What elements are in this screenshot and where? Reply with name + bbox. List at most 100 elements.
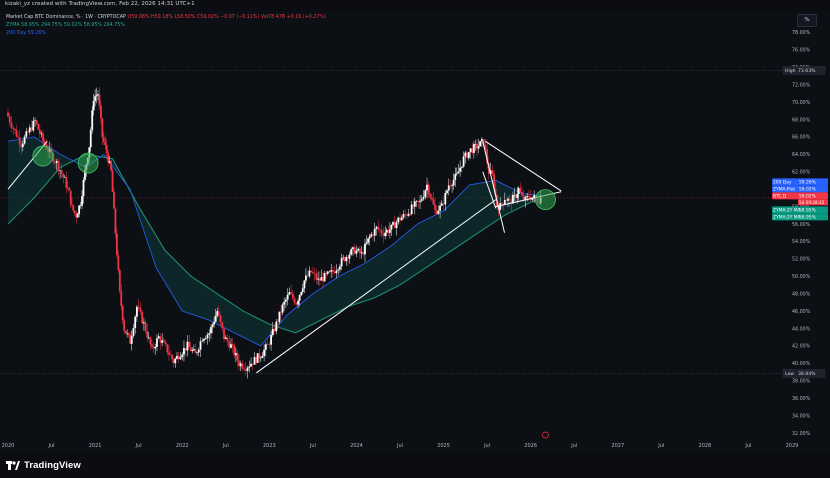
x-tick-label: Jul: [222, 443, 229, 449]
legend-200day[interactable]: 200 Day 59.26%: [6, 31, 46, 36]
candle-body: [141, 311, 144, 324]
price-label-name: ZYMA:2Y MA: [773, 207, 801, 213]
candle-body: [522, 195, 525, 201]
candle-body: [115, 233, 118, 256]
candle-body: [519, 188, 522, 193]
percent-scale-button[interactable]: %: [797, 14, 817, 27]
candle-body: [472, 144, 475, 153]
candle-body: [333, 272, 336, 274]
chart-svg[interactable]: 32.00% 34.00% 36.00% 38.00% 40.00% 42.00% 44.0…: [0, 11, 830, 452]
y-tick-label: 34.00%: [792, 413, 811, 419]
candle-body: [322, 277, 324, 282]
candle-body: [382, 233, 385, 237]
candle-body: [373, 228, 376, 236]
candle-body: [137, 306, 140, 308]
candle-body: [364, 243, 366, 255]
candle-body: [330, 270, 333, 272]
candle-body: [97, 94, 99, 96]
candle-body: [147, 337, 150, 338]
y-tick-label: 40.00%: [792, 361, 811, 367]
candle-body: [79, 205, 82, 207]
candle-body: [208, 333, 211, 335]
candle-body: [501, 203, 503, 204]
legend-symbol[interactable]: Market Cap BTC Dominance, % · 1W · CRYPT…: [6, 15, 126, 20]
candle-body: [121, 305, 124, 321]
candle-body: [306, 275, 309, 277]
price-label-tag: [772, 192, 828, 200]
legend-ohlc: O59.08% H59.18% L58.50% C59.02% −0.07 (−…: [127, 15, 326, 20]
candle-body: [415, 200, 418, 202]
candle-body: [325, 273, 328, 274]
candle-body: [118, 269, 121, 291]
x-tick-label: 2022: [176, 443, 189, 449]
candle-body: [52, 153, 55, 162]
candle-body: [259, 357, 262, 359]
candle-body: [54, 161, 56, 163]
candle-body: [179, 357, 182, 360]
candle-body: [422, 196, 425, 200]
candle-body: [435, 209, 438, 214]
candle-body: [113, 191, 115, 209]
candle-body: [100, 105, 102, 119]
candle-body: [206, 334, 209, 339]
candle-body: [291, 293, 294, 299]
candle-body: [434, 204, 436, 210]
candle-body: [300, 292, 303, 296]
candle-body: [412, 204, 415, 207]
legend-zyma[interactable]: ZYMA 58.95% 294.75% 59.02% 58.95% 294.75…: [6, 23, 125, 28]
candle-body: [303, 280, 306, 289]
candle-body: [429, 194, 432, 198]
candle-body: [144, 322, 147, 332]
candle-body: [388, 229, 391, 233]
candle-body: [176, 355, 178, 359]
candle-body: [266, 344, 269, 345]
candle-body: [440, 203, 443, 206]
candle-body: [37, 123, 40, 130]
price-label-tag: [772, 213, 828, 221]
candle-body: [455, 173, 458, 175]
y-tick-label: 78.00%: [792, 30, 811, 36]
candle-body: [171, 355, 174, 360]
candle-body: [343, 257, 346, 262]
candle-body: [387, 229, 390, 233]
candle-body: [370, 234, 373, 237]
candle-body: [71, 204, 73, 206]
candle-body: [400, 217, 403, 221]
candle-body: [347, 257, 349, 259]
candle-body: [123, 320, 126, 331]
candle-body: [136, 306, 138, 317]
candle-body: [293, 298, 296, 304]
candle-body: [168, 352, 170, 355]
candle-body: [76, 213, 79, 218]
price-label-value: 58.95%: [799, 214, 816, 220]
low-tag-value: 38.84%: [798, 371, 816, 377]
candle-body: [493, 174, 495, 189]
candle-body: [276, 321, 279, 323]
candle-body: [107, 153, 110, 163]
x-tick-label: 2023: [263, 443, 276, 449]
chart-area[interactable]: 32.00% 34.00% 36.00% 38.00% 40.00% 42.00% 44.0…: [0, 11, 830, 452]
candle-body: [111, 170, 114, 192]
candle-body: [270, 335, 272, 345]
candle-body: [454, 174, 457, 180]
candle-body: [352, 247, 354, 250]
candle-body: [459, 167, 462, 172]
y-tick-label: 46.00%: [792, 309, 811, 315]
candle-body: [27, 131, 29, 133]
top-bar: kizaki_yz created with TradingView.com, …: [0, 0, 830, 11]
candle-body: [177, 355, 180, 360]
candle-body: [410, 204, 413, 215]
candle-body: [384, 232, 387, 237]
candle-body: [295, 303, 298, 305]
candle-body: [226, 337, 229, 342]
candle-body: [380, 229, 383, 234]
y-tick-label: 72.00%: [792, 82, 811, 88]
candle-body: [345, 257, 348, 262]
candle-body: [533, 195, 536, 198]
candle-body: [194, 349, 197, 354]
highlight-circle-marker: [535, 189, 556, 211]
candle-body: [397, 217, 400, 223]
candle-body: [471, 148, 474, 153]
candle-body: [337, 269, 340, 271]
candle-body: [365, 242, 368, 244]
